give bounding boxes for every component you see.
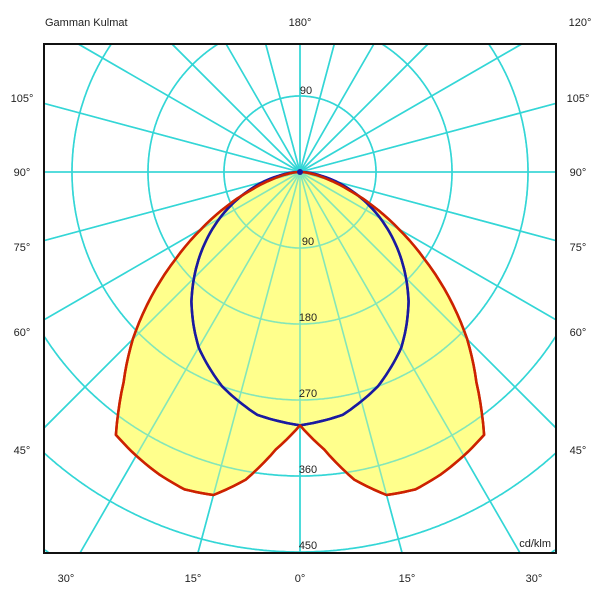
angle-label-top-right: 120° (569, 17, 592, 29)
radial-tick-label: 270 (299, 388, 317, 400)
angle-label-bottom: 30° (526, 573, 543, 585)
unit-label: cd/klm (519, 538, 551, 550)
grid-ring (71, 44, 529, 401)
polar-grid-overlay (43, 43, 557, 554)
grid-spoke (77, 43, 301, 173)
angle-label-right: 105° (567, 93, 590, 105)
angle-label-bottom: 15° (185, 573, 202, 585)
center-point (297, 169, 303, 175)
angle-label-bottom: 15° (399, 573, 416, 585)
labels: 90 180 270 360 450 105° 90° 75° 60° 45° 105° 90° 75°… (11, 93, 590, 585)
grid-spoke (299, 43, 429, 173)
angle-label-left: 90° (14, 167, 31, 179)
angle-label-right: 90° (570, 167, 587, 179)
radial-tick-label: 360 (299, 464, 317, 476)
grid-spoke (299, 43, 336, 173)
grid-spoke (299, 102, 557, 173)
grid-spoke (43, 102, 301, 173)
intensity-curve-outline-1 (114, 170, 486, 497)
angle-label-top-center: 180° (289, 17, 312, 29)
angle-label-left: 45° (14, 445, 31, 457)
grid-spoke (225, 43, 301, 173)
radial-tick-label: 180 (299, 312, 317, 324)
grid-spoke (299, 43, 375, 173)
angle-label-bottom: 0° (295, 573, 306, 585)
plot-frame (43, 43, 557, 554)
radial-tick-top: 90 (300, 85, 312, 97)
grid-spoke (299, 171, 557, 429)
grid-spoke (299, 171, 403, 554)
center-group (114, 169, 486, 497)
grid-spoke (197, 171, 301, 554)
grid-ring (147, 43, 453, 325)
grid-spoke (171, 43, 301, 173)
angle-label-right: 60° (570, 327, 587, 339)
radial-tick-label: 450 (299, 540, 317, 552)
grid-spoke (299, 171, 521, 554)
grid-spoke (264, 43, 301, 173)
grid-spoke (79, 171, 301, 554)
grid-spoke (299, 43, 523, 173)
grid-spoke (299, 171, 557, 242)
angle-label-right: 75° (570, 242, 587, 254)
angle-label-right: 45° (570, 445, 587, 457)
grid-spoke (43, 171, 301, 321)
grid-spoke (43, 171, 301, 242)
chart-title: Gamman Kulmat (45, 17, 128, 29)
radial-tick-label: 90 (302, 236, 314, 248)
grid-ring (44, 549, 556, 553)
grid-spoke (299, 171, 557, 321)
angle-label-bottom: 30° (58, 573, 75, 585)
angle-label-left: 60° (14, 327, 31, 339)
angle-label-left: 75° (14, 242, 31, 254)
grid-spoke (43, 171, 301, 429)
angle-label-left: 105° (11, 93, 34, 105)
